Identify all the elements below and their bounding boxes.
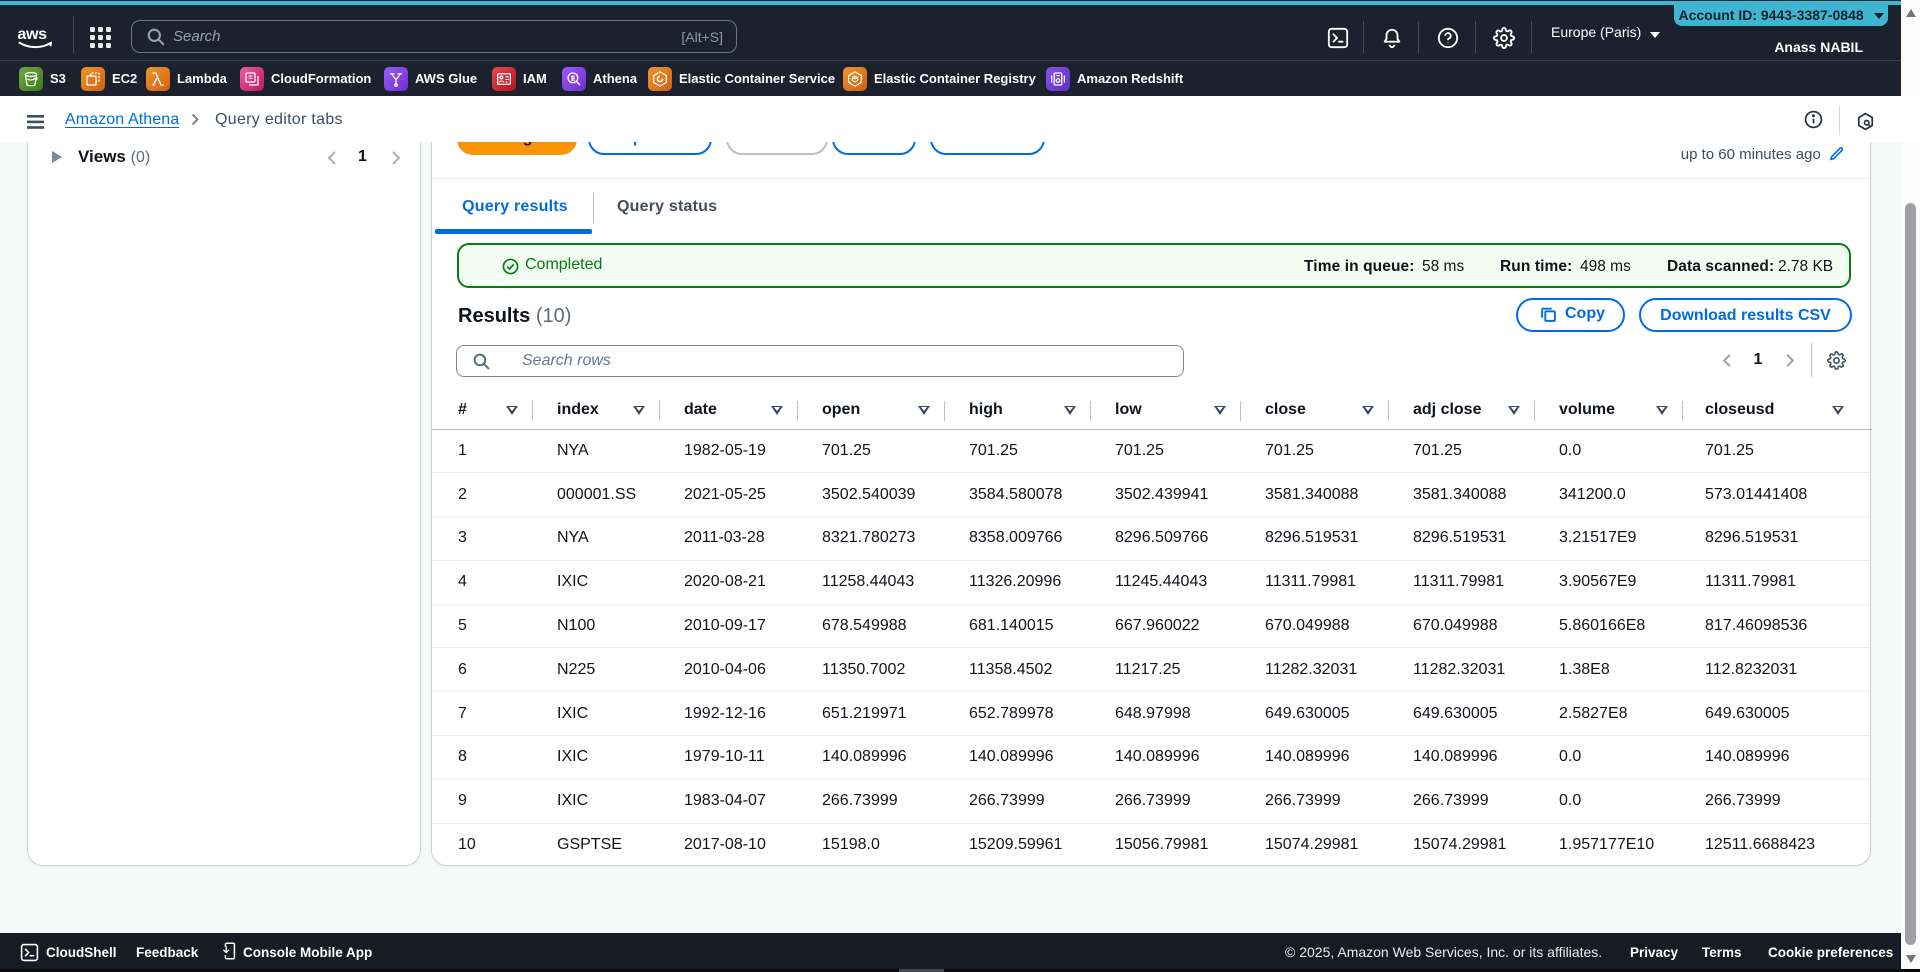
svg-text:aws: aws (17, 25, 47, 43)
